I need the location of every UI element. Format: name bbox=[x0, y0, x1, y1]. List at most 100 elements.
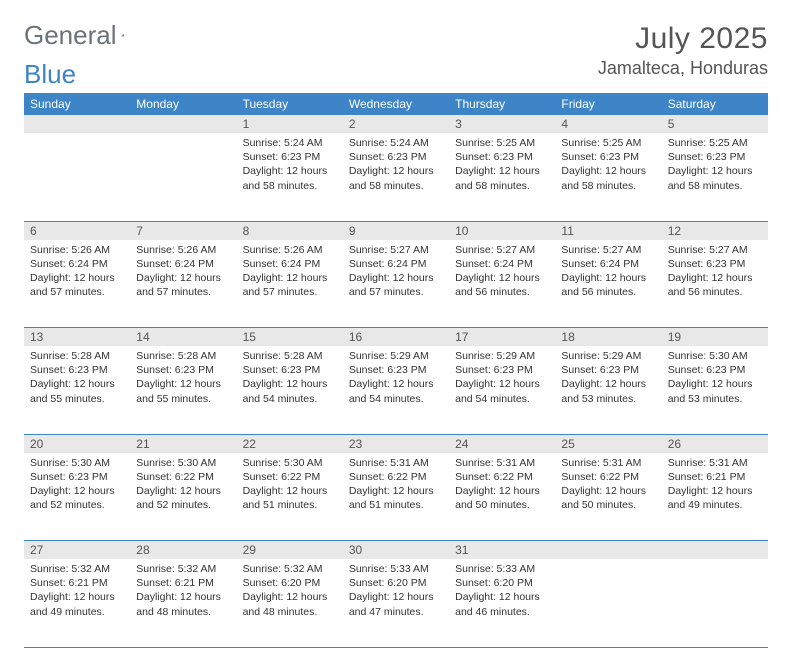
day-number: 1 bbox=[237, 115, 343, 133]
daynum-cell: 6 bbox=[24, 221, 130, 240]
calendar-head: SundayMondayTuesdayWednesdayThursdayFrid… bbox=[24, 93, 768, 115]
day-details: Sunrise: 5:28 AMSunset: 6:23 PMDaylight:… bbox=[130, 346, 236, 410]
day-cell: Sunrise: 5:25 AMSunset: 6:23 PMDaylight:… bbox=[662, 133, 768, 221]
day-number: 8 bbox=[237, 222, 343, 240]
daynum-cell: 29 bbox=[237, 541, 343, 560]
day-number: 21 bbox=[130, 435, 236, 453]
day-cell: Sunrise: 5:26 AMSunset: 6:24 PMDaylight:… bbox=[24, 240, 130, 328]
daynum-row: 2728293031 bbox=[24, 541, 768, 560]
daynum-cell: 18 bbox=[555, 328, 661, 347]
day-cell bbox=[130, 133, 236, 221]
day-details: Sunrise: 5:29 AMSunset: 6:23 PMDaylight:… bbox=[555, 346, 661, 410]
daynum-cell bbox=[24, 115, 130, 133]
day-details: Sunrise: 5:33 AMSunset: 6:20 PMDaylight:… bbox=[343, 559, 449, 623]
day-cell: Sunrise: 5:28 AMSunset: 6:23 PMDaylight:… bbox=[130, 346, 236, 434]
weekday-header: Monday bbox=[130, 93, 236, 115]
day-cell: Sunrise: 5:30 AMSunset: 6:22 PMDaylight:… bbox=[130, 453, 236, 541]
day-cell: Sunrise: 5:33 AMSunset: 6:20 PMDaylight:… bbox=[343, 559, 449, 647]
day-number: 23 bbox=[343, 435, 449, 453]
daynum-cell: 20 bbox=[24, 434, 130, 453]
day-cell: Sunrise: 5:32 AMSunset: 6:20 PMDaylight:… bbox=[237, 559, 343, 647]
daynum-cell: 2 bbox=[343, 115, 449, 133]
logo-sail-icon bbox=[121, 25, 124, 45]
page: General July 2025 Jamalteca, Honduras Bl… bbox=[0, 0, 792, 670]
day-details: Sunrise: 5:32 AMSunset: 6:20 PMDaylight:… bbox=[237, 559, 343, 623]
daynum-row: 13141516171819 bbox=[24, 328, 768, 347]
daynum-cell: 11 bbox=[555, 221, 661, 240]
day-cell: Sunrise: 5:33 AMSunset: 6:20 PMDaylight:… bbox=[449, 559, 555, 647]
day-number: 6 bbox=[24, 222, 130, 240]
day-number: 3 bbox=[449, 115, 555, 133]
day-number: 13 bbox=[24, 328, 130, 346]
day-number: 26 bbox=[662, 435, 768, 453]
day-details: Sunrise: 5:32 AMSunset: 6:21 PMDaylight:… bbox=[130, 559, 236, 623]
daynum-cell: 10 bbox=[449, 221, 555, 240]
logo-text-b: Blue bbox=[24, 61, 76, 87]
day-cell: Sunrise: 5:31 AMSunset: 6:22 PMDaylight:… bbox=[449, 453, 555, 541]
week-row: Sunrise: 5:30 AMSunset: 6:23 PMDaylight:… bbox=[24, 453, 768, 541]
location: Jamalteca, Honduras bbox=[598, 58, 768, 79]
daynum-cell: 21 bbox=[130, 434, 236, 453]
day-cell: Sunrise: 5:26 AMSunset: 6:24 PMDaylight:… bbox=[237, 240, 343, 328]
month-title: July 2025 bbox=[598, 22, 768, 56]
daynum-cell: 3 bbox=[449, 115, 555, 133]
week-row: Sunrise: 5:28 AMSunset: 6:23 PMDaylight:… bbox=[24, 346, 768, 434]
day-cell: Sunrise: 5:27 AMSunset: 6:23 PMDaylight:… bbox=[662, 240, 768, 328]
daynum-cell: 27 bbox=[24, 541, 130, 560]
daynum-row: 12345 bbox=[24, 115, 768, 133]
day-cell: Sunrise: 5:26 AMSunset: 6:24 PMDaylight:… bbox=[130, 240, 236, 328]
day-number bbox=[662, 541, 768, 559]
daynum-cell: 26 bbox=[662, 434, 768, 453]
day-number: 17 bbox=[449, 328, 555, 346]
day-details: Sunrise: 5:31 AMSunset: 6:22 PMDaylight:… bbox=[555, 453, 661, 517]
day-details bbox=[662, 559, 768, 566]
week-row: Sunrise: 5:26 AMSunset: 6:24 PMDaylight:… bbox=[24, 240, 768, 328]
day-details: Sunrise: 5:30 AMSunset: 6:22 PMDaylight:… bbox=[130, 453, 236, 517]
day-cell: Sunrise: 5:30 AMSunset: 6:23 PMDaylight:… bbox=[662, 346, 768, 434]
day-number: 16 bbox=[343, 328, 449, 346]
day-number: 30 bbox=[343, 541, 449, 559]
calendar-table: SundayMondayTuesdayWednesdayThursdayFrid… bbox=[24, 93, 768, 648]
daynum-cell: 31 bbox=[449, 541, 555, 560]
day-number: 22 bbox=[237, 435, 343, 453]
week-row: Sunrise: 5:24 AMSunset: 6:23 PMDaylight:… bbox=[24, 133, 768, 221]
day-cell: Sunrise: 5:30 AMSunset: 6:22 PMDaylight:… bbox=[237, 453, 343, 541]
day-details: Sunrise: 5:32 AMSunset: 6:21 PMDaylight:… bbox=[24, 559, 130, 623]
day-number: 4 bbox=[555, 115, 661, 133]
day-number: 25 bbox=[555, 435, 661, 453]
day-number: 28 bbox=[130, 541, 236, 559]
weekday-header: Saturday bbox=[662, 93, 768, 115]
day-number: 14 bbox=[130, 328, 236, 346]
daynum-cell: 22 bbox=[237, 434, 343, 453]
day-details: Sunrise: 5:30 AMSunset: 6:23 PMDaylight:… bbox=[24, 453, 130, 517]
day-number: 24 bbox=[449, 435, 555, 453]
calendar-body: 12345Sunrise: 5:24 AMSunset: 6:23 PMDayl… bbox=[24, 115, 768, 647]
day-details bbox=[555, 559, 661, 566]
daynum-row: 20212223242526 bbox=[24, 434, 768, 453]
day-cell: Sunrise: 5:29 AMSunset: 6:23 PMDaylight:… bbox=[449, 346, 555, 434]
daynum-cell: 8 bbox=[237, 221, 343, 240]
day-number: 9 bbox=[343, 222, 449, 240]
day-cell: Sunrise: 5:27 AMSunset: 6:24 PMDaylight:… bbox=[555, 240, 661, 328]
day-cell: Sunrise: 5:27 AMSunset: 6:24 PMDaylight:… bbox=[449, 240, 555, 328]
daynum-cell: 12 bbox=[662, 221, 768, 240]
daynum-cell: 15 bbox=[237, 328, 343, 347]
weekday-header: Wednesday bbox=[343, 93, 449, 115]
day-details: Sunrise: 5:28 AMSunset: 6:23 PMDaylight:… bbox=[237, 346, 343, 410]
day-details: Sunrise: 5:30 AMSunset: 6:22 PMDaylight:… bbox=[237, 453, 343, 517]
day-number: 29 bbox=[237, 541, 343, 559]
day-details: Sunrise: 5:31 AMSunset: 6:22 PMDaylight:… bbox=[343, 453, 449, 517]
day-number: 15 bbox=[237, 328, 343, 346]
daynum-row: 6789101112 bbox=[24, 221, 768, 240]
daynum-cell: 17 bbox=[449, 328, 555, 347]
day-details: Sunrise: 5:25 AMSunset: 6:23 PMDaylight:… bbox=[662, 133, 768, 197]
weekday-header: Tuesday bbox=[237, 93, 343, 115]
daynum-cell bbox=[555, 541, 661, 560]
weekday-row: SundayMondayTuesdayWednesdayThursdayFrid… bbox=[24, 93, 768, 115]
day-cell: Sunrise: 5:24 AMSunset: 6:23 PMDaylight:… bbox=[237, 133, 343, 221]
daynum-cell: 9 bbox=[343, 221, 449, 240]
day-details: Sunrise: 5:25 AMSunset: 6:23 PMDaylight:… bbox=[555, 133, 661, 197]
weekday-header: Sunday bbox=[24, 93, 130, 115]
logo: General bbox=[24, 22, 145, 48]
day-details: Sunrise: 5:31 AMSunset: 6:21 PMDaylight:… bbox=[662, 453, 768, 517]
